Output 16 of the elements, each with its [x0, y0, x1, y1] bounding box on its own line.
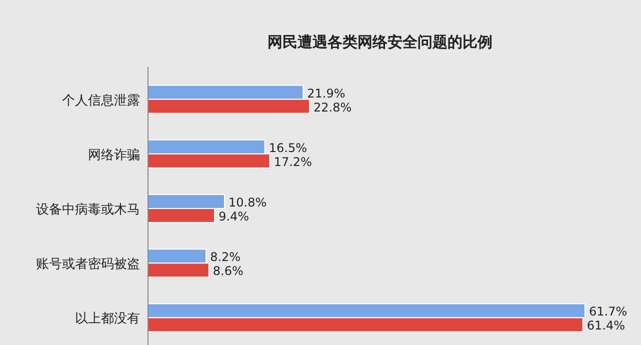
data-label: 8.2%	[210, 250, 241, 264]
y-tick-label: 账号或者密码被盗	[36, 257, 140, 272]
data-label: 8.6%	[212, 264, 244, 278]
data-label: 61.7%	[589, 304, 628, 319]
data-label: 17.2%	[274, 154, 312, 169]
data-label: 9.4%	[218, 210, 250, 224]
data-label: 10.8%	[228, 196, 267, 210]
data-label: 16.5%	[268, 140, 307, 155]
data-label: 22.8%	[313, 100, 352, 114]
y-tick-label: 设备中病毒或木马	[36, 202, 140, 218]
chart-title: 网民遭遇各类网络安全问题的比例	[268, 33, 492, 51]
y-tick-label: 个人信息泄露	[62, 93, 140, 108]
data-label: 21.9%	[307, 86, 346, 100]
y-tick-label: 以上都没有	[75, 312, 140, 327]
y-tick-label: 网络诈骗	[88, 148, 140, 163]
data-label: 61.4%	[586, 318, 625, 333]
